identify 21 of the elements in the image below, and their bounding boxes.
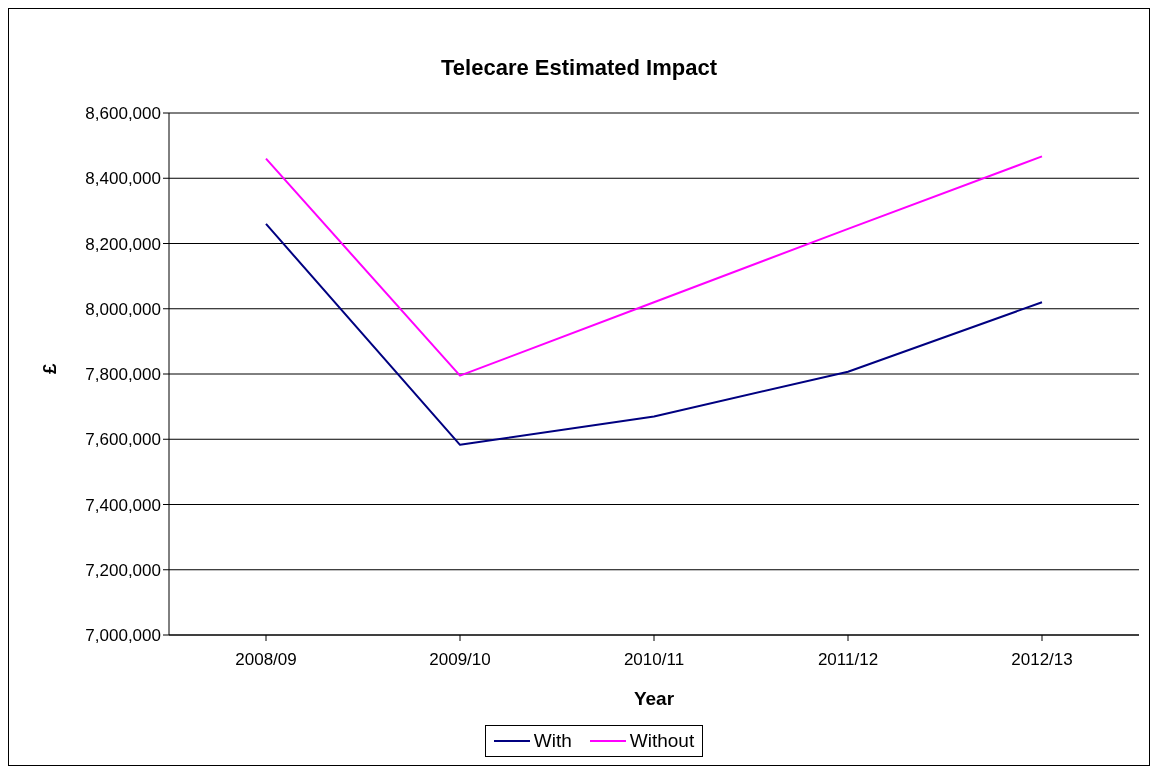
y-tick-label: 8,200,000: [85, 234, 161, 254]
x-tick-label: 2011/12: [817, 650, 879, 670]
x-tick-label: 2012/13: [1011, 650, 1073, 670]
legend-label: With: [533, 730, 572, 752]
y-tick-label: 8,400,000: [85, 169, 161, 189]
y-tick-label: 7,200,000: [85, 560, 161, 580]
y-tick-label: 7,000,000: [85, 626, 161, 646]
x-tick-label: 2008/09: [235, 650, 297, 670]
legend-label: Without: [629, 730, 695, 752]
x-axis-title: Year: [633, 688, 675, 709]
line-series: [265, 222, 1043, 446]
x-tick-label: 2010/11: [623, 650, 685, 670]
y-tick-label: 7,600,000: [85, 430, 161, 450]
line-series: [265, 155, 1043, 377]
y-axis-title: £: [38, 363, 60, 374]
y-tick-label: 7,800,000: [85, 365, 161, 385]
y-tick-label: 8,000,000: [85, 299, 161, 319]
chart-title: Telecare Estimated Impact: [440, 55, 718, 81]
x-tick-label: 2009/10: [429, 650, 491, 670]
y-tick-label: 8,600,000: [85, 104, 161, 124]
y-tick-label: 7,400,000: [85, 495, 161, 515]
